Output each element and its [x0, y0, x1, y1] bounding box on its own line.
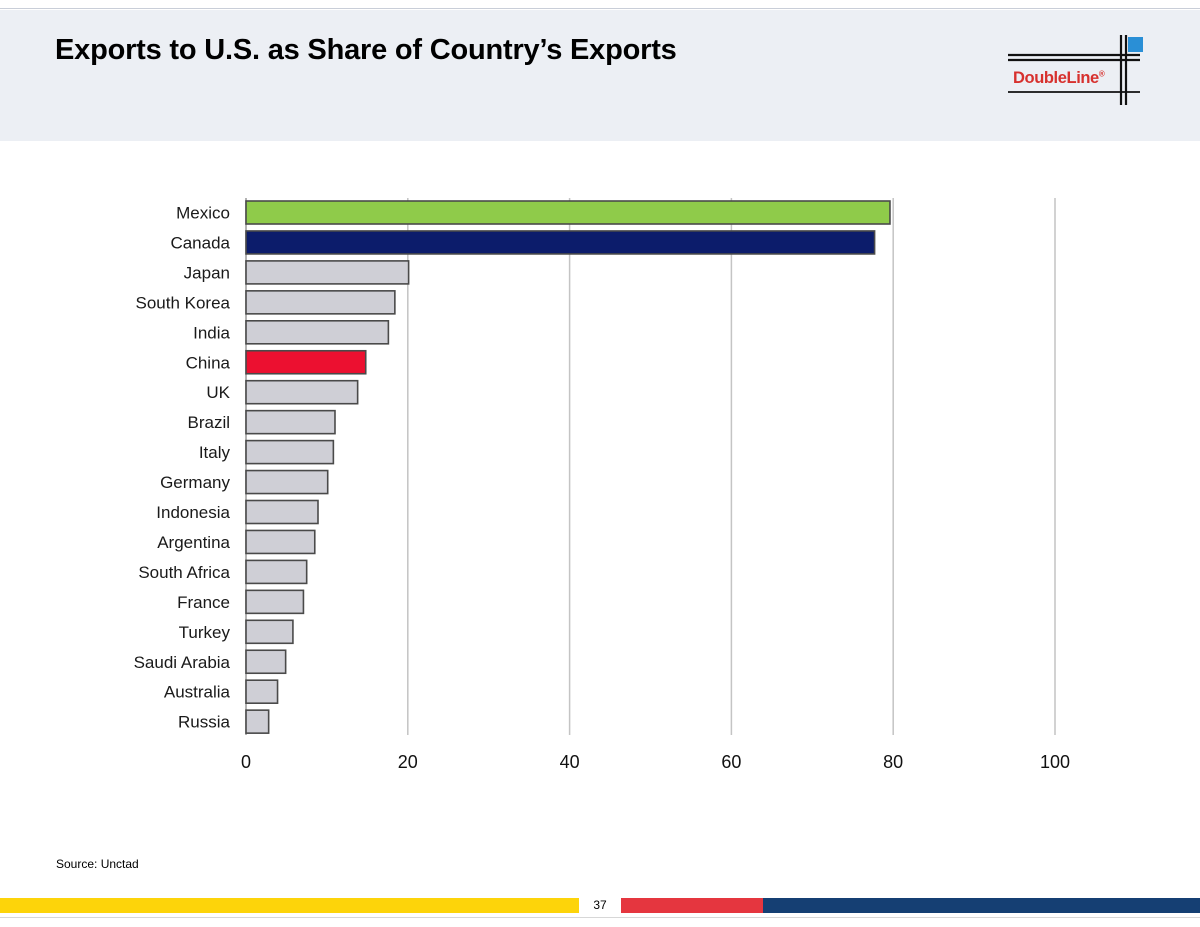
category-label: China — [186, 353, 231, 372]
category-label: Canada — [170, 233, 230, 252]
x-tick-label: 60 — [721, 752, 741, 772]
x-axis-ticks: 0 20 40 60 80 100 — [241, 752, 1070, 772]
page-number: 37 — [593, 898, 607, 912]
category-label: Turkey — [179, 623, 231, 642]
x-tick-label: 100 — [1040, 752, 1070, 772]
category-label: South Africa — [138, 563, 230, 582]
category-label: India — [193, 323, 230, 342]
bar-japan — [245, 260, 410, 285]
category-label: France — [177, 593, 230, 612]
logo-lines-icon — [1008, 35, 1143, 105]
bar-south-africa — [245, 559, 308, 585]
category-label: Indonesia — [156, 503, 230, 522]
category-label: South Korea — [135, 293, 230, 312]
source-note: Source: Unctad — [56, 857, 139, 871]
footer-bar-blue — [763, 898, 1200, 913]
bar-china — [245, 349, 367, 375]
bar-italy — [245, 439, 335, 465]
bar-south-korea — [245, 290, 396, 315]
bar-indonesia — [245, 499, 319, 525]
footer-bar-yellow — [0, 898, 579, 913]
logo-square-icon — [1128, 37, 1143, 52]
logo-text: DoubleLine® — [1013, 69, 1105, 88]
bars — [245, 200, 891, 734]
category-label: UK — [206, 383, 230, 402]
category-label: Saudi Arabia — [134, 653, 231, 672]
registered-mark: ® — [1098, 69, 1105, 79]
footer-bar-red — [621, 898, 763, 913]
bar-turkey — [245, 619, 294, 645]
logo-wordmark: DoubleLine — [1013, 69, 1099, 87]
x-tick-label: 20 — [398, 752, 418, 772]
bar-france — [245, 589, 305, 615]
category-label: Brazil — [187, 413, 230, 432]
bar-mexico — [245, 200, 891, 225]
x-tick-label: 40 — [560, 752, 580, 772]
bar-germany — [245, 469, 329, 495]
category-label: Italy — [199, 443, 231, 462]
bar-canada — [245, 230, 876, 255]
category-label: Argentina — [157, 533, 230, 552]
category-label: Japan — [184, 263, 230, 282]
chart-canvas: Mexico Canada Japan South Korea India China UK… — [134, 198, 1070, 772]
category-labels: Mexico Canada Japan South Korea India China UK… — [134, 204, 231, 732]
header-band — [0, 10, 1200, 141]
category-label: Mexico — [176, 204, 230, 223]
bar-india — [245, 320, 390, 345]
bar-russia — [245, 709, 270, 734]
bar-argentina — [245, 529, 316, 555]
gridlines — [245, 198, 1056, 735]
bar-brazil — [245, 409, 336, 435]
category-label: Russia — [178, 713, 231, 732]
x-tick-label: 0 — [241, 752, 251, 772]
x-tick-label: 80 — [883, 752, 903, 772]
bar-chart: Mexico Canada Japan South Korea India China UK… — [0, 150, 1200, 790]
category-label: Australia — [164, 683, 231, 702]
category-label: Germany — [160, 473, 230, 492]
top-rule — [0, 8, 1200, 9]
bar-australia — [245, 679, 279, 705]
footer-bottom-rule — [0, 917, 1200, 918]
bar-saudi-arabia — [245, 649, 287, 675]
bar-uk — [245, 379, 359, 405]
doubleline-logo: DoubleLine® — [1006, 35, 1156, 107]
slide-title: Exports to U.S. as Share of Country’s Ex… — [55, 34, 677, 66]
